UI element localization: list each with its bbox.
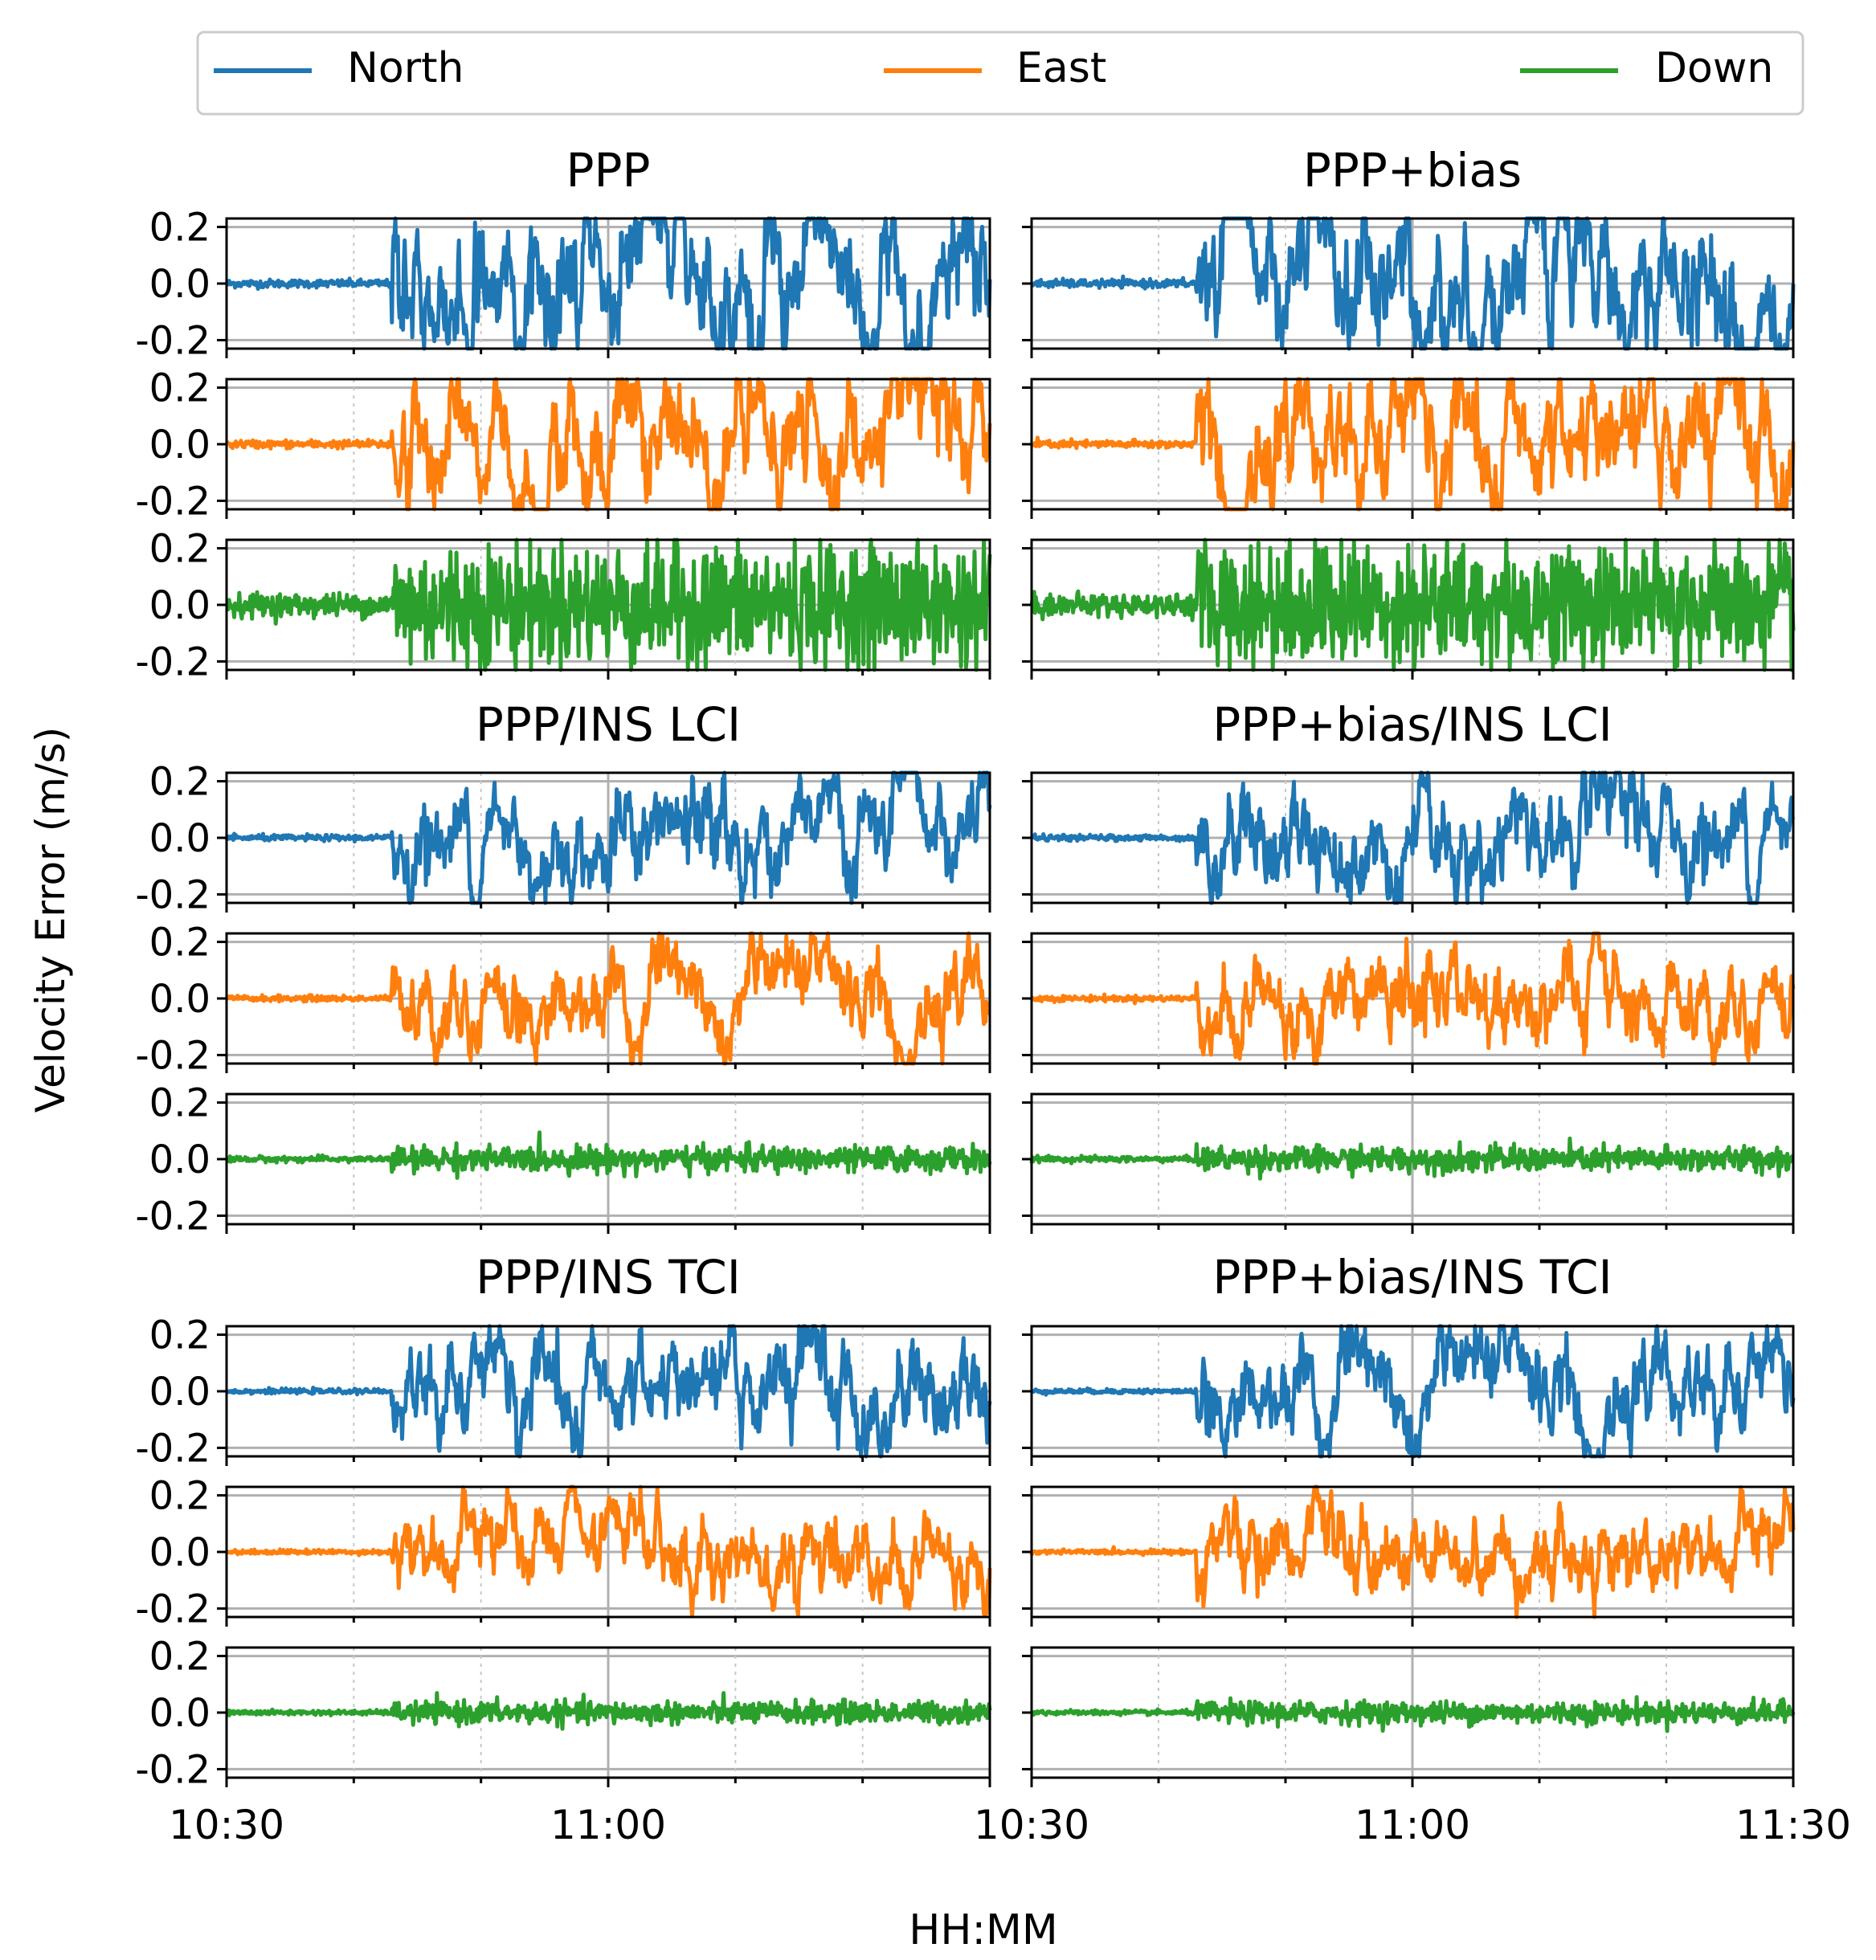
y-tick-label: -0.2 xyxy=(135,318,210,363)
y-tick-label: -0.2 xyxy=(135,872,210,917)
y-tick-label: 0.2 xyxy=(149,760,210,805)
panel-title-2: PPP/INS LCI xyxy=(476,697,741,752)
subplot-2-down: 0.2 0.0 -0.2 xyxy=(135,1081,992,1239)
x-tick-label: 11:00 xyxy=(1355,1802,1470,1848)
series-line-down xyxy=(225,537,992,672)
y-tick-label: 0.0 xyxy=(149,583,210,628)
series-line-down xyxy=(1029,1136,1795,1181)
panel-title-5: PPP+bias/INS TCI xyxy=(1212,1250,1612,1305)
y-tick-label: 0.2 xyxy=(149,1081,210,1126)
series-line-north xyxy=(224,770,992,905)
series-line-east xyxy=(1029,1484,1796,1619)
panel-title-4: PPP/INS TCI xyxy=(476,1250,741,1305)
series-line-east xyxy=(1030,931,1796,1066)
legend: North East Down xyxy=(196,31,1804,116)
series-line-north xyxy=(1030,1324,1796,1459)
y-tick-label: 0.2 xyxy=(149,366,210,411)
legend-frame xyxy=(196,31,1804,116)
y-tick-label: 0.0 xyxy=(149,423,210,468)
series-line-down xyxy=(1030,1695,1796,1733)
y-tick-label: -0.2 xyxy=(135,1033,210,1078)
y-tick-label: 0.2 xyxy=(149,1474,210,1519)
y-tick-label: 0.2 xyxy=(149,921,210,966)
series-line-down xyxy=(1029,537,1796,672)
x-axis-label: HH:MM xyxy=(909,1906,1057,1954)
x-tick-label: 11:30 xyxy=(1735,1802,1851,1848)
subplot-2-east: 0.2 0.0 -0.2 xyxy=(135,921,991,1078)
panel-title-0: PPP xyxy=(566,143,651,198)
subplot-3-east xyxy=(1022,931,1796,1073)
series-line-east xyxy=(225,931,991,1066)
series-line-north xyxy=(225,1324,992,1459)
subplot-5-down: 10:30 11:00 11:30 xyxy=(974,1646,1851,1848)
subplot-4-down: 0.2 0.0 -0.2 10:30 11:00 xyxy=(135,1635,992,1848)
subplot-0-down: 0.2 0.0 -0.2 xyxy=(135,527,992,684)
y-tick-label: 0.2 xyxy=(149,527,210,572)
subplot-4-north: 0.2 0.0 -0.2 xyxy=(135,1313,992,1471)
subplot-4-east: 0.2 0.0 -0.2 xyxy=(135,1474,992,1631)
y-tick-label: -0.2 xyxy=(135,479,210,524)
y-tick-label: 0.0 xyxy=(149,1530,210,1575)
subplot-2-north: 0.2 0.0 -0.2 xyxy=(135,760,992,917)
subplot-1-down xyxy=(1022,537,1796,680)
subplot-1-north xyxy=(1022,216,1796,358)
y-tick-label: -0.2 xyxy=(135,639,210,684)
x-tick-label: 10:30 xyxy=(169,1802,284,1848)
subplot-3-north xyxy=(1022,770,1796,913)
y-tick-label: 0.0 xyxy=(149,977,210,1022)
y-tick-label: 0.2 xyxy=(149,1635,210,1680)
series-line-north xyxy=(1030,216,1796,351)
y-tick-label: 0.0 xyxy=(149,1137,210,1182)
y-tick-label: 0.0 xyxy=(149,262,210,307)
subplot-0-north: 0.2 0.0 -0.2 xyxy=(135,206,992,363)
y-tick-label: 0.2 xyxy=(149,206,210,251)
y-tick-label: -0.2 xyxy=(135,1194,210,1239)
series-line-east xyxy=(1029,377,1796,512)
y-tick-label: 0.0 xyxy=(149,1691,210,1736)
legend-label-down: Down xyxy=(1655,44,1773,92)
panel-title-3: PPP+bias/INS LCI xyxy=(1212,697,1612,752)
series-line-down xyxy=(225,1130,992,1180)
panel-title-1: PPP+bias xyxy=(1303,143,1522,198)
subplot-1-east xyxy=(1022,377,1796,519)
legend-label-east: East xyxy=(1016,44,1106,92)
y-tick-label: 0.0 xyxy=(149,1370,210,1415)
series-line-east xyxy=(224,377,992,512)
subplot-0-east: 0.2 0.0 -0.2 xyxy=(135,366,992,524)
y-tick-label: 0.2 xyxy=(149,1313,210,1358)
series-line-down xyxy=(225,1691,992,1731)
subplot-5-north xyxy=(1022,1324,1796,1466)
y-axis-label: Velocity Error (m/s) xyxy=(27,727,74,1113)
y-tick-label: -0.2 xyxy=(135,1586,210,1631)
subplot-5-east xyxy=(1022,1484,1796,1627)
series-line-east xyxy=(225,1484,992,1619)
y-tick-label: 0.0 xyxy=(149,816,210,861)
y-tick-label: -0.2 xyxy=(135,1747,210,1792)
series-line-north xyxy=(1029,770,1796,905)
x-tick-label: 10:30 xyxy=(974,1802,1089,1848)
subplot-3-down xyxy=(1022,1092,1795,1234)
x-tick-label: 11:00 xyxy=(550,1802,666,1848)
panels: PPP0.20.0-0.20.20.0-0.20.20.0-0.2PPP+bia… xyxy=(135,143,1851,1848)
y-tick-label: -0.2 xyxy=(135,1426,210,1471)
legend-label-north: North xyxy=(347,44,464,92)
